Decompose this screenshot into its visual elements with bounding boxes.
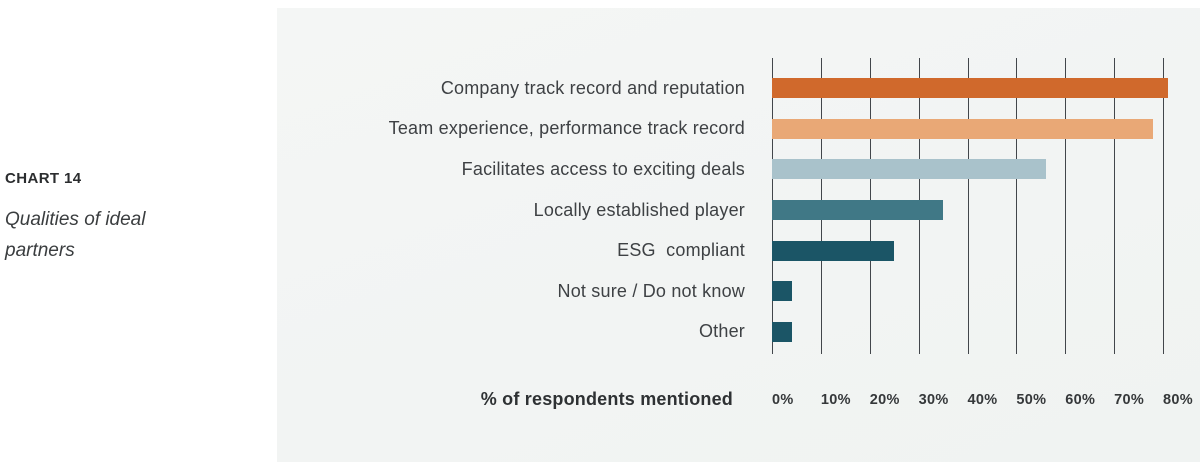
- gridline: [1065, 58, 1067, 354]
- bar-track: [772, 118, 1200, 139]
- x-tick-label: 70%: [1114, 392, 1145, 408]
- x-tick-label: 10%: [820, 392, 851, 408]
- chart-number-label: CHART 14: [5, 170, 82, 187]
- gridline: [1163, 58, 1164, 354]
- x-tick-label: 40%: [967, 392, 998, 408]
- bar-row: Not sure / Do not know: [277, 271, 1200, 312]
- x-axis-title: % of respondents mentioned: [480, 389, 733, 409]
- x-tick-label: 20%: [869, 392, 900, 408]
- bar-rows: Company track record and reputation Team …: [277, 68, 1200, 352]
- chart-panel: Company track record and reputation Team …: [277, 8, 1200, 462]
- x-tick-label: 50%: [1016, 392, 1047, 408]
- chart-sidebar-caption: CHART 14 Qualities of ideal partners: [5, 170, 205, 266]
- x-tick-label: 80%: [1163, 392, 1193, 408]
- bar-track: [772, 159, 1200, 180]
- category-label: Company track record and reputation: [440, 77, 745, 98]
- bar: [772, 118, 1154, 139]
- gridline: [1016, 58, 1018, 354]
- x-axis-tick-labels: 0% 10% 20% 30% 40% 50% 60% 70% 80%: [772, 392, 1193, 412]
- chart-caption-text: Qualities of ideal partners: [5, 209, 146, 261]
- bar: [772, 159, 1046, 180]
- x-tick-label: 60%: [1065, 392, 1096, 408]
- category-label: Locally established player: [533, 199, 745, 220]
- category-label: Not sure / Do not know: [557, 280, 745, 301]
- gridline: [967, 58, 969, 354]
- bar: [772, 240, 895, 261]
- bar-row: ESG compliant: [277, 230, 1200, 271]
- bar: [772, 281, 792, 302]
- bar-track: [772, 200, 1200, 221]
- bar-track: [772, 78, 1200, 99]
- category-label: ESG compliant: [617, 240, 745, 261]
- bar: [772, 200, 944, 221]
- bar-track: [772, 321, 1200, 342]
- gridline: [1114, 58, 1116, 354]
- category-label: Team experience, performance track recor…: [388, 118, 745, 139]
- category-label: Other: [698, 321, 745, 342]
- x-tick-label: 30%: [918, 392, 949, 408]
- bar-row: Other: [277, 312, 1200, 353]
- bar: [772, 78, 1168, 99]
- x-tick-label: 0%: [772, 392, 794, 408]
- bar-track: [772, 240, 1200, 261]
- bar: [772, 321, 792, 342]
- bar-row: Company track record and reputation: [277, 68, 1200, 109]
- bar-row: Facilitates access to exciting deals: [277, 149, 1200, 190]
- bar-row: Locally established player: [277, 190, 1200, 231]
- category-label: Facilitates access to exciting deals: [461, 158, 745, 179]
- bar-row: Team experience, performance track recor…: [277, 109, 1200, 150]
- bar-track: [772, 281, 1200, 302]
